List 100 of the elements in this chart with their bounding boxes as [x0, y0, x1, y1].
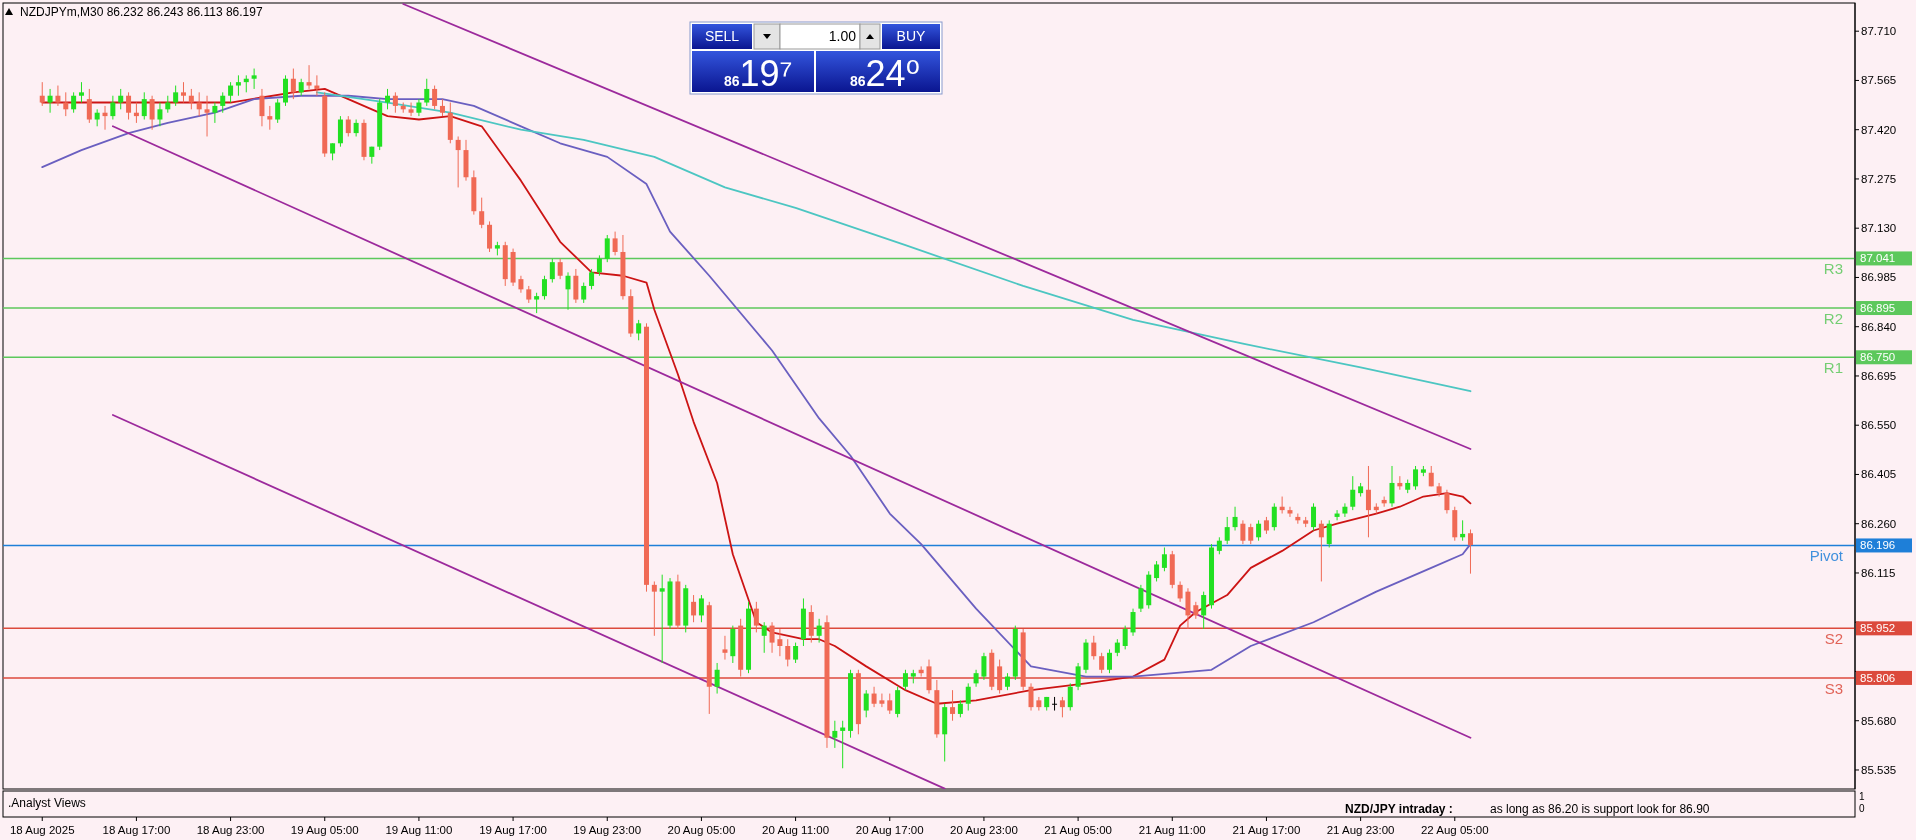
candlestick	[1177, 580, 1183, 603]
candlestick	[926, 659, 932, 695]
candlestick	[1122, 625, 1128, 650]
candlestick	[235, 74, 241, 97]
line-series	[316, 91, 1472, 393]
ref-line-label: S2	[1824, 630, 1843, 648]
candlestick	[950, 689, 956, 722]
candlestick	[541, 275, 547, 301]
candlestick	[604, 234, 610, 263]
x-tick-label: 20 Aug 23:00	[950, 824, 1018, 836]
candlestick	[180, 81, 186, 104]
candlestick	[581, 282, 587, 304]
candlestick	[1028, 682, 1034, 712]
candlestick	[1052, 696, 1058, 712]
candlestick	[879, 693, 885, 708]
candlestick	[691, 594, 697, 623]
annotation: SELL	[704, 28, 740, 44]
ref-line-label: S3	[1824, 679, 1843, 697]
y-tick-label: 87.420	[1861, 123, 1897, 136]
candlestick	[793, 642, 799, 664]
candlestick	[487, 220, 493, 253]
candlestick	[1075, 662, 1081, 691]
candlestick	[1185, 587, 1191, 630]
candlestick	[1326, 519, 1332, 548]
candlestick	[589, 268, 595, 290]
candlestick	[902, 669, 908, 691]
y-tick-label: 87.130	[1861, 222, 1897, 235]
candlestick	[251, 68, 257, 90]
candlestick	[212, 102, 218, 124]
candlestick	[1036, 696, 1042, 712]
ref-line-label: R3	[1823, 260, 1843, 278]
candlestick	[887, 693, 893, 715]
x-tick-label: 21 Aug 17:00	[1232, 824, 1301, 836]
annotation: BUY	[896, 28, 927, 44]
candlestick	[126, 91, 132, 121]
x-tick-label: 20 Aug 05:00	[667, 824, 736, 836]
candlestick	[408, 102, 414, 117]
annotation: 8619⁷	[724, 53, 793, 94]
text: 1	[1859, 791, 1865, 802]
candlestick	[1138, 584, 1144, 613]
text: 86.196	[1860, 539, 1896, 552]
candlestick	[1271, 502, 1277, 532]
candlestick	[997, 659, 1003, 695]
candlestick	[220, 91, 226, 114]
candlestick	[1161, 546, 1167, 572]
candlestick	[981, 652, 987, 681]
candlestick	[1350, 475, 1356, 511]
candlestick	[1232, 506, 1238, 532]
candlestick	[1467, 528, 1473, 575]
x-tick-label: 18 Aug 17:00	[102, 824, 171, 836]
candlestick	[55, 85, 61, 107]
candlestick	[761, 621, 767, 654]
x-tick-label: 20 Aug 11:00	[762, 824, 830, 836]
x-tick-label: 18 Aug 2025	[9, 824, 75, 836]
candlestick	[573, 268, 579, 304]
x-tick-label: 19 Aug 23:00	[573, 824, 642, 836]
y-tick-label: 86.550	[1861, 419, 1897, 432]
candlestick	[1224, 516, 1230, 545]
candlestick	[47, 88, 53, 114]
candlestick	[534, 292, 540, 314]
text: as long as 86.20 is support look for 86.90	[1490, 802, 1710, 816]
candlestick	[1059, 696, 1065, 718]
candlestick	[283, 74, 289, 107]
text: 86.895	[1860, 302, 1896, 315]
text: 85.952	[1860, 622, 1896, 635]
candlestick	[259, 88, 265, 127]
x-tick-label: 21 Aug 11:00	[1138, 824, 1206, 836]
y-tick-label: 86.260	[1861, 517, 1897, 530]
candlestick	[722, 635, 728, 661]
candlestick	[188, 88, 194, 110]
candlestick	[1389, 465, 1395, 508]
candlestick	[1248, 523, 1254, 545]
y-tick-label: 85.535	[1861, 764, 1897, 776]
candlestick	[769, 621, 775, 654]
candlestick	[1287, 506, 1293, 518]
candlestick	[1436, 482, 1442, 498]
candlestick	[337, 115, 343, 148]
candlestick	[455, 135, 461, 188]
candlestick	[1256, 519, 1262, 542]
text: 87.041	[1860, 252, 1896, 265]
candlestick	[1130, 608, 1136, 637]
candlestick	[871, 686, 877, 708]
candlestick	[816, 618, 822, 644]
ref-line-label: Pivot	[1809, 547, 1844, 565]
text: 85.806	[1860, 671, 1896, 684]
candlestick	[86, 88, 92, 124]
candlestick	[204, 95, 210, 137]
candlestick	[557, 258, 563, 280]
candlestick	[267, 105, 273, 131]
candlestick	[110, 95, 116, 121]
x-tick-label: 18 Aug 23:00	[196, 824, 265, 836]
candlestick	[306, 64, 312, 90]
y-tick-label: 87.710	[1861, 25, 1897, 38]
candlestick	[141, 91, 147, 121]
y-tick-label: 86.405	[1861, 468, 1897, 481]
candlestick	[1342, 502, 1348, 518]
candlestick	[424, 78, 430, 107]
candlestick	[1444, 489, 1450, 515]
candlestick	[596, 254, 602, 277]
candlestick	[636, 319, 642, 341]
